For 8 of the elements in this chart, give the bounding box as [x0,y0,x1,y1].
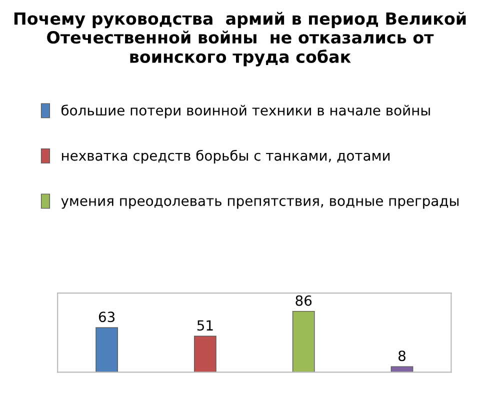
data-label: 51 [197,320,213,331]
data-label: 86 [296,295,312,306]
legend-label: большие потери воинной техники в начале войны [62,104,430,118]
legend-label: нехватка средств борьбы с танками, дотами [62,150,390,164]
legend-label: умения преодолевать препятствия, водные преграды [61,198,458,209]
chart-title: Почему руководства армий в период Великой Отечественной войны не отказались от воинского труда собак [14,12,466,66]
data-label: 63 [98,312,115,322]
data-label: 8 [398,350,406,362]
